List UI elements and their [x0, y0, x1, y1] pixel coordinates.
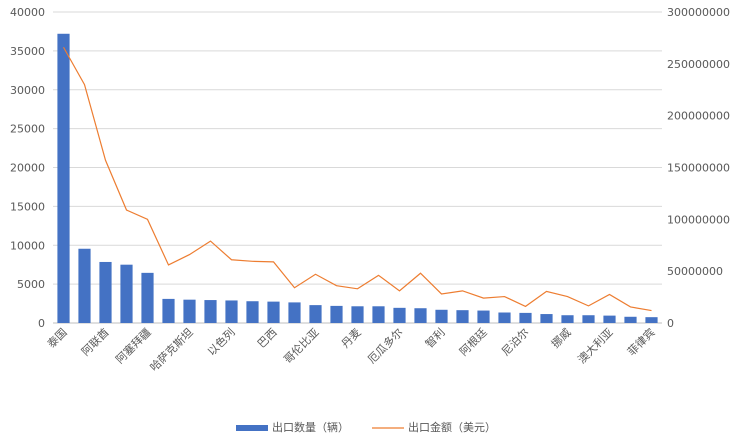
bar [519, 312, 532, 323]
bar [78, 248, 91, 323]
x-tick-label: 丹麦 [339, 326, 364, 351]
legend-swatch-bar [236, 425, 268, 431]
left-tick-label: 40000 [10, 6, 45, 19]
right-tick-label: 300000000 [667, 6, 730, 19]
bar [393, 307, 406, 323]
left-tick-label: 20000 [10, 162, 45, 175]
bar [603, 315, 616, 323]
bar [372, 306, 385, 323]
x-tick-label: 智利 [422, 325, 447, 350]
right-tick-label: 100000000 [667, 213, 730, 226]
bar [246, 301, 259, 323]
x-tick-label: 以色列 [204, 325, 237, 358]
bar [435, 309, 448, 323]
bar [225, 300, 238, 323]
x-tick-label: 哈萨克斯坦 [147, 325, 196, 374]
right-tick-label: 50000000 [667, 265, 723, 278]
bar [498, 312, 511, 323]
x-tick-label: 泰国 [44, 325, 69, 350]
left-tick-label: 15000 [10, 200, 45, 213]
bar [330, 305, 343, 323]
right-tick-label: 200000000 [667, 110, 730, 123]
bar [267, 301, 280, 323]
right-tick-label: 150000000 [667, 162, 730, 175]
bar [414, 308, 427, 323]
x-tick-label: 厄瓜多尔 [365, 325, 406, 366]
legend: 出口数量（辆） 出口金额（美元） [236, 420, 496, 434]
legend-label-bar: 出口数量（辆） [272, 420, 349, 434]
line-series [62, 46, 652, 312]
right-tick-label: 0 [667, 317, 674, 330]
x-tick-label: 菲律宾 [624, 325, 657, 358]
bar [351, 306, 364, 323]
x-tick-label: 挪威 [548, 325, 573, 350]
bar [561, 315, 574, 323]
bar [204, 300, 217, 323]
bar [120, 264, 133, 323]
x-tick-label: 哥伦比亚 [281, 325, 322, 366]
right-tick-label: 250000000 [667, 58, 730, 71]
bar [162, 298, 175, 323]
bar [99, 261, 112, 323]
bar [624, 316, 637, 323]
x-axis-tick-labels: 泰国 阿联酋 阿塞拜疆哈萨克斯坦 以色列 巴西 哥伦比亚 丹麦 厄瓜多尔 智利 阿根廷 尼泊尔 挪威澳… [44, 325, 657, 374]
x-tick-label: 尼泊尔 [499, 326, 532, 359]
left-tick-label: 30000 [10, 84, 45, 97]
bar [141, 272, 154, 323]
bar [57, 33, 70, 324]
bar [288, 302, 301, 323]
x-tick-label: 巴西 [255, 326, 280, 351]
left-axis-ticks: 0 5000 10000 15000 20000 25000 30000 35000 40000 [10, 6, 45, 330]
left-tick-label: 10000 [10, 239, 45, 252]
left-tick-label: 0 [38, 317, 45, 330]
bar [456, 310, 469, 323]
x-tick-label: 阿联酋 [78, 325, 111, 358]
x-tick-label: 阿根廷 [456, 325, 489, 358]
legend-label-line: 出口金额（美元） [408, 420, 496, 434]
left-tick-label: 25000 [10, 123, 45, 136]
bar [582, 315, 595, 323]
gridlines [53, 11, 662, 324]
bar [477, 310, 490, 323]
bar [183, 299, 196, 323]
right-axis-ticks: 0 50000000 100000000 150000000 200000000 2500… [667, 6, 730, 330]
bar [540, 314, 553, 323]
left-tick-label: 35000 [10, 45, 45, 58]
x-tick-label: 阿塞拜疆 [113, 325, 154, 366]
bar-series [57, 33, 658, 324]
bar [645, 317, 658, 323]
bar [309, 305, 322, 323]
x-tick-label: 澳大利亚 [575, 325, 616, 366]
line-path [62, 46, 652, 312]
left-tick-label: 5000 [17, 278, 45, 291]
